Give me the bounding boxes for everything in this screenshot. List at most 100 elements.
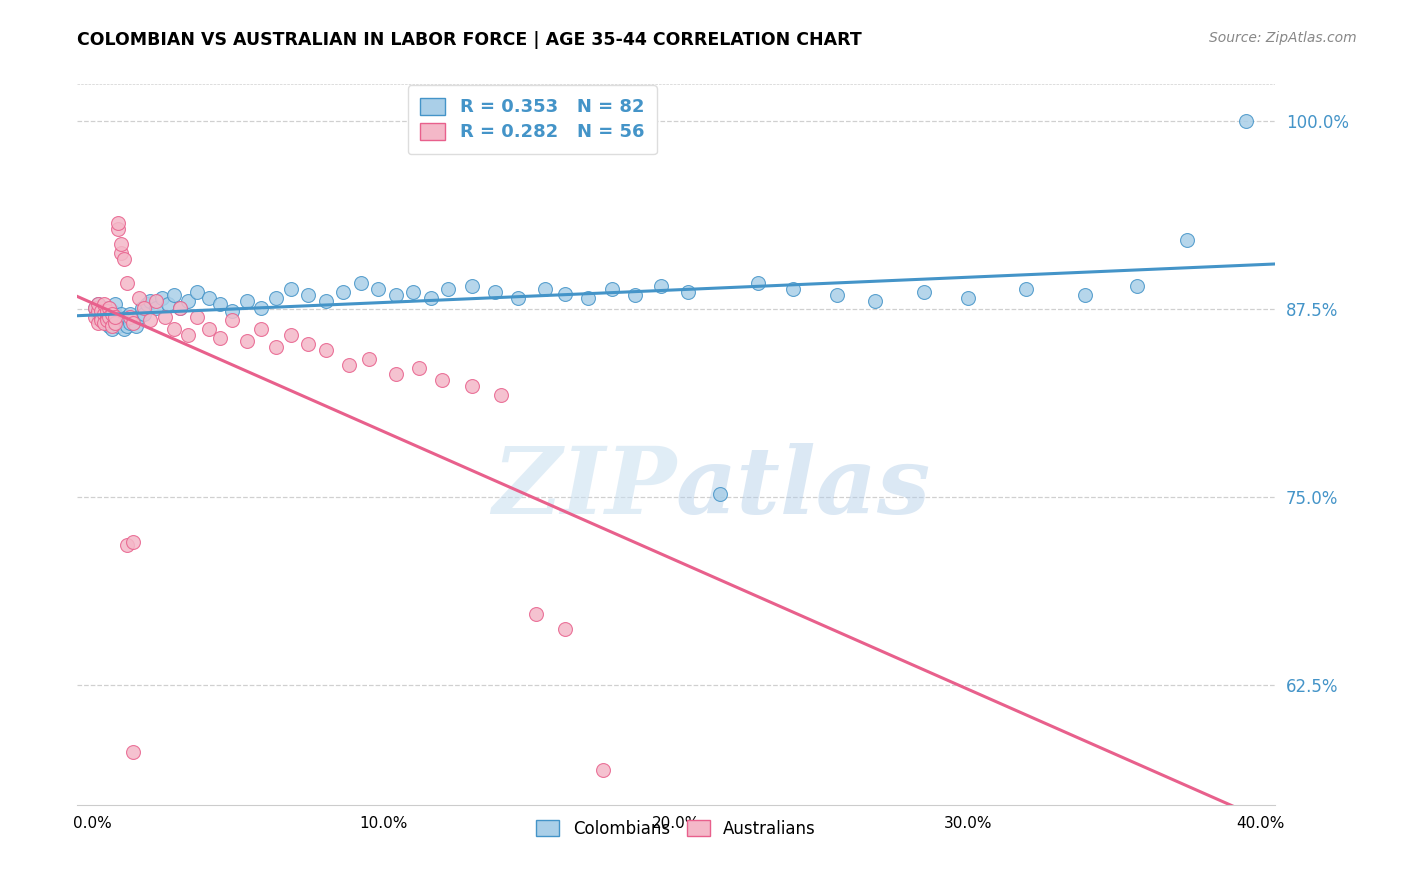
Point: [408, 360, 430, 375]
Point: [367, 283, 389, 297]
Point: [93, 306, 115, 320]
Point: [107, 310, 129, 324]
Point: [98, 318, 121, 333]
Point: [107, 216, 129, 230]
Point: [96, 310, 118, 324]
Point: [359, 351, 381, 366]
Point: [118, 310, 141, 324]
Point: [624, 288, 647, 302]
Point: [747, 277, 769, 291]
Point: [177, 327, 200, 342]
Point: [83, 310, 105, 324]
Point: [128, 310, 150, 324]
Point: [825, 288, 848, 302]
Point: [93, 316, 115, 330]
Point: [96, 310, 118, 324]
Point: [121, 535, 143, 549]
Point: [83, 301, 105, 315]
Point: [250, 301, 273, 315]
Point: [90, 310, 112, 324]
Point: [104, 310, 127, 324]
Point: [139, 312, 162, 326]
Point: [98, 310, 121, 324]
Point: [250, 321, 273, 335]
Point: [863, 294, 886, 309]
Point: [101, 312, 124, 326]
Point: [93, 306, 115, 320]
Point: [709, 487, 731, 501]
Point: [235, 294, 257, 309]
Point: [156, 297, 179, 311]
Point: [576, 292, 599, 306]
Point: [163, 321, 186, 335]
Point: [96, 303, 118, 318]
Point: [197, 321, 219, 335]
Point: [384, 367, 406, 381]
Point: [121, 312, 143, 326]
Point: [104, 306, 127, 320]
Point: [101, 318, 124, 333]
Text: atlas: atlas: [676, 443, 931, 533]
Point: [83, 301, 105, 315]
Point: [177, 294, 200, 309]
Point: [101, 303, 124, 318]
Point: [115, 318, 138, 333]
Point: [104, 316, 127, 330]
Point: [107, 222, 129, 236]
Point: [110, 306, 132, 320]
Point: [912, 285, 935, 300]
Point: [153, 310, 176, 324]
Point: [280, 283, 302, 297]
Point: [169, 301, 191, 315]
Point: [96, 316, 118, 330]
Point: [315, 294, 337, 309]
Point: [554, 622, 576, 636]
Point: [337, 358, 360, 372]
Point: [112, 321, 135, 335]
Point: [115, 277, 138, 291]
Point: [118, 306, 141, 320]
Point: [87, 297, 110, 311]
Point: [96, 303, 118, 318]
Point: [134, 301, 156, 315]
Point: [90, 303, 112, 318]
Point: [93, 301, 115, 315]
Point: [145, 294, 167, 309]
Point: [957, 292, 980, 306]
Point: [676, 285, 699, 300]
Point: [98, 310, 121, 324]
Point: [87, 303, 110, 318]
Point: [101, 321, 124, 335]
Point: [1234, 114, 1257, 128]
Point: [297, 288, 319, 302]
Point: [93, 297, 115, 311]
Point: [145, 301, 167, 315]
Text: ZIP: ZIP: [492, 443, 676, 533]
Point: [98, 301, 121, 315]
Point: [107, 318, 129, 333]
Point: [209, 330, 232, 344]
Point: [139, 294, 162, 309]
Point: [110, 246, 132, 260]
Point: [121, 316, 143, 330]
Point: [460, 279, 482, 293]
Point: [264, 292, 287, 306]
Point: [118, 316, 141, 330]
Point: [136, 297, 159, 311]
Point: [235, 334, 257, 348]
Point: [115, 538, 138, 552]
Point: [197, 292, 219, 306]
Point: [460, 378, 482, 392]
Point: [384, 288, 406, 302]
Point: [1015, 283, 1038, 297]
Point: [650, 279, 672, 293]
Point: [186, 285, 208, 300]
Point: [121, 746, 143, 760]
Point: [508, 292, 530, 306]
Point: [96, 312, 118, 326]
Point: [489, 387, 512, 401]
Point: [93, 312, 115, 326]
Point: [432, 373, 454, 387]
Point: [98, 301, 121, 315]
Point: [297, 336, 319, 351]
